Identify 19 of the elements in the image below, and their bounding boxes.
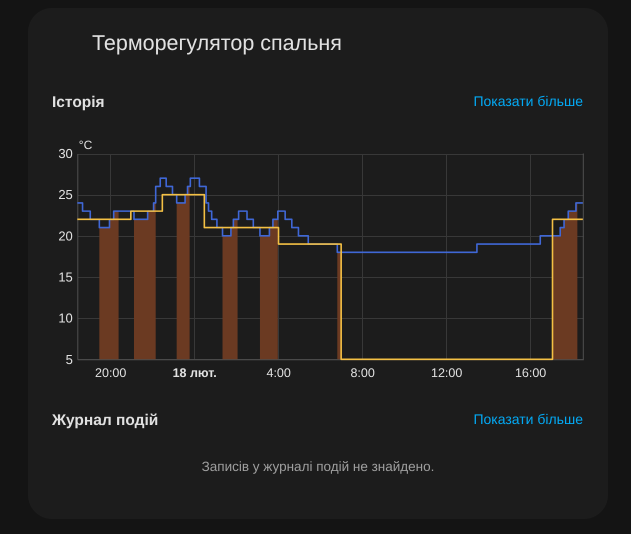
y-tick-label: 5 — [66, 352, 73, 367]
chart-subtitle: Історія — [52, 94, 105, 111]
y-tick-label: 20 — [58, 228, 73, 244]
x-tick-label: 20:00 — [95, 366, 126, 380]
chart-title: Терморегулятор спальня — [92, 31, 342, 55]
y-tick-label: 25 — [58, 187, 73, 202]
text: Показати більше — [473, 93, 584, 109]
y-tick-label: 15 — [58, 269, 73, 284]
y-tick-label: 10 — [58, 310, 73, 326]
x-tick-label: 8:00 — [350, 366, 375, 380]
y-axis-title: °C — [78, 138, 93, 152]
text: Журнал подій — [51, 412, 158, 429]
x-tick-label: 18 лют. — [172, 366, 217, 380]
x-tick-label: 16:00 — [514, 366, 546, 380]
text: Показати більше — [473, 411, 584, 427]
text: Записів у журналі подій не знайдено. — [202, 459, 434, 474]
x-tick-label: 4:00 — [266, 366, 291, 380]
x-tick-label: 12:00 — [430, 366, 462, 380]
y-tick-label: 30 — [58, 146, 73, 161]
